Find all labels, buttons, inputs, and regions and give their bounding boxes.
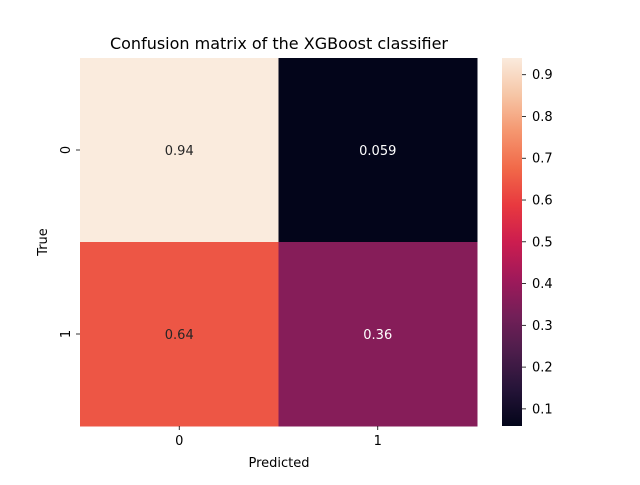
y-axis: 01 [59, 146, 80, 338]
x-tick-label: 1 [374, 434, 382, 449]
colorbar-tick-label: 0.1 [532, 402, 553, 417]
colorbar-tick-label: 0.5 [532, 235, 553, 250]
cell-value-label: 0.059 [359, 144, 396, 159]
colorbar-tick-label: 0.3 [532, 319, 553, 334]
heatmap-cell-1-0 [80, 242, 279, 427]
colorbar-tick-label: 0.8 [532, 110, 553, 125]
cell-value-label: 0.94 [165, 144, 194, 159]
cell-value-label: 0.36 [363, 328, 392, 343]
x-tick-label: 0 [175, 434, 183, 449]
colorbar-tick-label: 0.4 [532, 277, 553, 292]
colorbar: 0.1 0.2 0.3 0.4 0.5 0.6 0.7 0.8 0.9 [502, 58, 553, 426]
heatmap-cell-0-0 [80, 58, 279, 243]
colorbar-ticks: 0.1 0.2 0.3 0.4 0.5 0.6 0.7 0.8 0.9 [522, 68, 553, 417]
cell-value-label: 0.64 [165, 328, 194, 343]
colorbar-tick-label: 0.6 [532, 194, 553, 209]
colorbar-tick-label: 0.7 [532, 152, 553, 167]
heatmap-cell-0-1 [278, 58, 478, 243]
x-axis-label: Predicted [248, 456, 309, 471]
heatmap-cell-labels: 0.94 0.059 0.64 0.36 [165, 144, 397, 343]
colorbar-gradient [502, 58, 522, 426]
y-tick-label: 1 [59, 330, 74, 338]
colorbar-tick-label: 0.2 [532, 361, 553, 376]
heatmap-cell-1-1 [278, 242, 478, 427]
heatmap-cells [80, 58, 478, 427]
y-tick-label: 0 [59, 146, 74, 154]
chart-title: Confusion matrix of the XGBoost classifi… [110, 34, 448, 53]
y-axis-label: True [36, 228, 51, 257]
colorbar-tick-label: 0.9 [532, 68, 553, 83]
